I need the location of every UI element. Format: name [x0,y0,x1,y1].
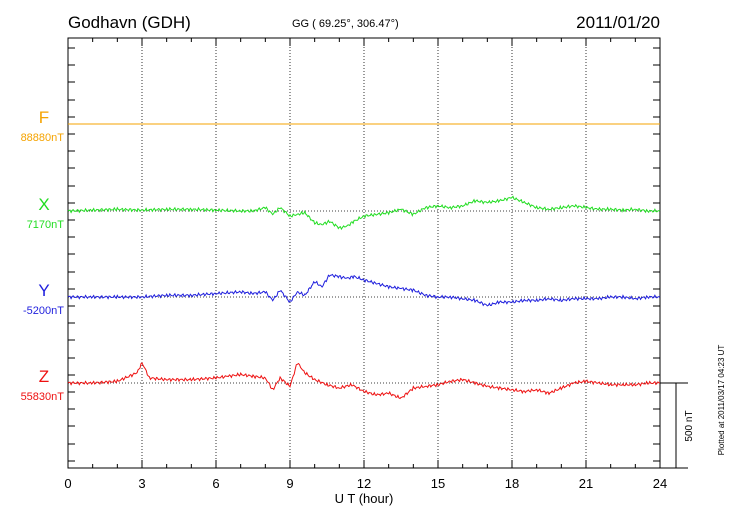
series-name-y: Y [38,281,49,300]
station-title: Godhavn (GDH) [68,13,191,32]
series-line-x [67,195,661,231]
scale-bar: 500 nT [660,382,695,469]
date-label: 2011/01/20 [576,13,660,32]
series-lines [67,123,661,400]
grid-lines [141,38,587,468]
x-tick-label: 9 [286,476,293,491]
series-baseline-f: 88880nT [21,132,65,144]
x-tick-label: 21 [579,476,593,491]
series-line-y [67,273,661,307]
series-baseline-x: 7170nT [27,219,65,231]
series-name-f: F [39,108,49,127]
x-tick-label: 6 [212,476,219,491]
x-axis-label: U T (hour) [335,491,394,506]
x-tick-labels: 0 3 6 9 12 15 18 21 24 [64,476,667,491]
plot-frame [67,37,661,469]
series-baseline-y: -5200nT [23,305,64,317]
axis-ticks [67,38,661,468]
x-tick-label: 0 [64,476,71,491]
x-tick-label: 18 [505,476,519,491]
plotted-at-label: Plotted at 2011/03/17 04:23 UT [717,345,726,456]
x-tick-label: 15 [431,476,445,491]
series-name-x: X [38,195,49,214]
series-labels: F 88880nT X 7170nT Y -5200nT Z 55830nT [21,108,65,403]
x-tick-label: 24 [653,476,667,491]
coords-label: GG ( 69.25°, 306.47°) [292,18,399,30]
series-baseline-z: 55830nT [21,391,65,403]
x-tick-label: 12 [357,476,371,491]
series-name-z: Z [39,367,49,386]
scale-bar-label: 500 nT [684,410,695,441]
x-tick-label: 3 [138,476,145,491]
series-line-z [67,362,661,400]
